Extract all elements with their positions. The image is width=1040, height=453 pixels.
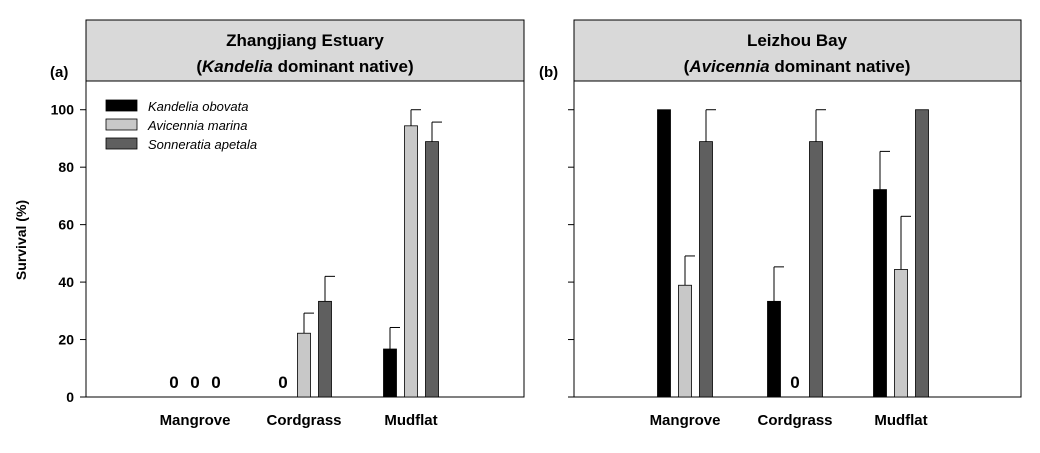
panel-zhangjiang: Zhangjiang Estuary (Kandelia dominant na… [50, 19, 525, 429]
panel-leizhou: Leizhou Bay (Avicennia dominant native) … [539, 19, 1022, 429]
title-prefix: ( [196, 57, 202, 76]
panel-label: (b) [539, 64, 558, 81]
y-tick-label: 40 [58, 274, 74, 290]
y-axis-title: Survival (%) [13, 200, 29, 280]
bar [404, 125, 418, 398]
panel-title-line1: Zhangjiang Estuary [226, 31, 384, 50]
y-tick-label: 20 [58, 332, 74, 348]
y-tick-label: 100 [51, 102, 75, 118]
title-prefix: ( [684, 57, 690, 76]
zero-value-label: 0 [790, 373, 799, 392]
zero-value-label: 0 [190, 373, 199, 392]
y-tick-label: 80 [58, 159, 74, 175]
panel-title-line2: (Avicennia dominant native) [684, 57, 911, 76]
x-category-label: Cordgrass [757, 412, 832, 429]
x-category-label: Mudflat [384, 412, 437, 429]
legend-swatch [105, 118, 138, 131]
zero-value-label: 0 [211, 373, 220, 392]
legend-label: Kandelia obovata [148, 99, 248, 114]
x-category-label: Cordgrass [266, 412, 341, 429]
panel-title-line2: (Kandelia dominant native) [196, 57, 413, 76]
panel-label: (a) [50, 64, 68, 81]
bar [297, 332, 311, 398]
bar [915, 109, 929, 398]
panel-title-line1: Leizhou Bay [747, 31, 848, 50]
title-suffix: dominant native) [273, 57, 414, 76]
bar [873, 189, 887, 398]
bar [318, 300, 332, 398]
y-tick-label: 0 [66, 389, 74, 405]
legend-swatch [105, 137, 138, 150]
bar [699, 141, 713, 398]
bar [383, 348, 397, 398]
plot-area-b: Mangrove Cordgrass Mudflat 0 [568, 109, 929, 429]
legend: Kandelia obovata Avicennia marina Sonnerat… [105, 99, 257, 152]
title-italic-species: Avicennia [688, 57, 769, 76]
bar [767, 300, 781, 398]
zero-value-label: 0 [169, 373, 178, 392]
x-category-label: Mudflat [874, 412, 927, 429]
bar [425, 141, 439, 398]
title-suffix: dominant native) [770, 57, 911, 76]
legend-label: Sonneratia apetala [148, 137, 257, 152]
legend-label: Avicennia marina [147, 118, 247, 133]
panel-header-bg [85, 19, 525, 82]
bar [809, 141, 823, 398]
bar [678, 284, 692, 398]
bar [657, 109, 671, 398]
panel-header-bg [573, 19, 1022, 82]
x-category-label: Mangrove [160, 412, 231, 429]
bar [894, 269, 908, 398]
y-tick-label: 60 [58, 217, 74, 233]
zero-value-label: 0 [278, 373, 287, 392]
x-category-label: Mangrove [650, 412, 721, 429]
plot-frame [573, 80, 1022, 398]
legend-swatch [105, 99, 138, 112]
title-italic-species: Kandelia [202, 57, 273, 76]
